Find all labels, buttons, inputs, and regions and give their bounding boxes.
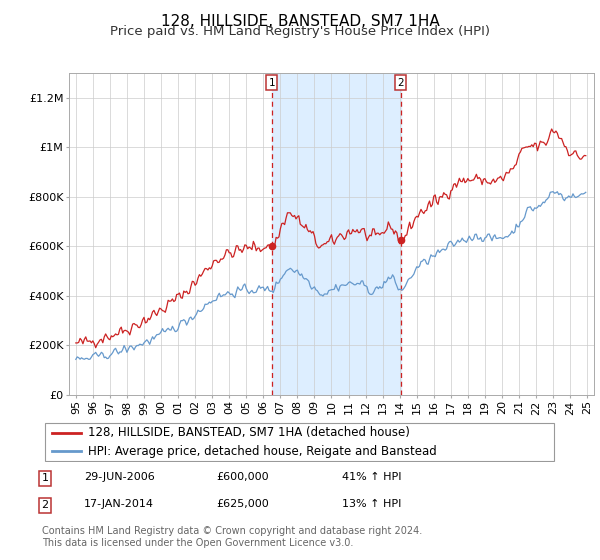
Text: 17-JAN-2014: 17-JAN-2014 — [84, 499, 154, 509]
Text: 13% ↑ HPI: 13% ↑ HPI — [342, 499, 401, 509]
Text: 41% ↑ HPI: 41% ↑ HPI — [342, 472, 401, 482]
Bar — [272, 73, 401, 395]
Text: £600,000: £600,000 — [216, 472, 269, 482]
Text: 2: 2 — [397, 78, 404, 87]
Text: 128, HILLSIDE, BANSTEAD, SM7 1HA (detached house): 128, HILLSIDE, BANSTEAD, SM7 1HA (detach… — [88, 426, 410, 439]
Text: Contains HM Land Registry data © Crown copyright and database right 2024.
This d: Contains HM Land Registry data © Crown c… — [42, 526, 422, 548]
FancyBboxPatch shape — [44, 423, 554, 461]
Text: 2: 2 — [41, 500, 49, 510]
Text: £625,000: £625,000 — [216, 499, 269, 509]
Text: HPI: Average price, detached house, Reigate and Banstead: HPI: Average price, detached house, Reig… — [88, 445, 437, 458]
Text: 128, HILLSIDE, BANSTEAD, SM7 1HA: 128, HILLSIDE, BANSTEAD, SM7 1HA — [161, 14, 439, 29]
Text: 1: 1 — [269, 78, 275, 87]
Text: 1: 1 — [41, 473, 49, 483]
Text: Price paid vs. HM Land Registry's House Price Index (HPI): Price paid vs. HM Land Registry's House … — [110, 25, 490, 38]
Text: 29-JUN-2006: 29-JUN-2006 — [84, 472, 155, 482]
